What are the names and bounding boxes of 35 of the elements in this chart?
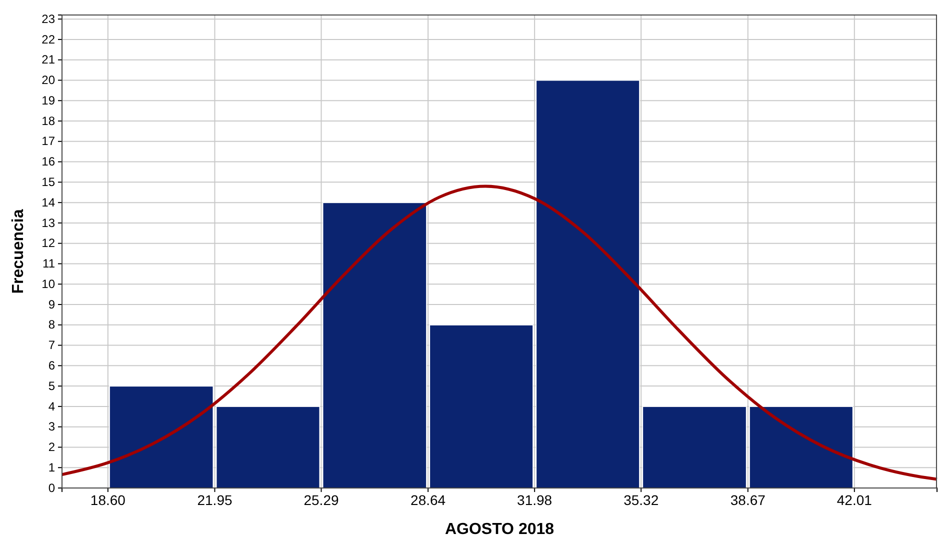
y-tick-label: 15 xyxy=(42,175,56,190)
y-axis-title: Frecuencia xyxy=(10,209,27,294)
y-tick-label: 18 xyxy=(42,114,56,128)
y-tick-label: 3 xyxy=(48,420,56,434)
y-tick-label: 22 xyxy=(42,32,56,46)
y-tick-label: 4 xyxy=(48,399,56,414)
line-series xyxy=(60,184,938,481)
y-tick-label: 0 xyxy=(48,480,56,495)
x-tick-label: 18.60 xyxy=(90,492,126,508)
x-axis-title: AGOSTO 2018 xyxy=(444,521,554,538)
x-tick-label: 31.98 xyxy=(517,492,552,508)
y-tick-label: 1 xyxy=(48,460,56,474)
y-tick-label: 5 xyxy=(48,378,56,393)
x-tick-label: 25.29 xyxy=(304,492,339,508)
y-tick-label: 23 xyxy=(42,12,56,26)
y-tick-label: 10 xyxy=(42,276,56,291)
y-tick-label: 19 xyxy=(42,93,56,108)
x-tick-label: 28.64 xyxy=(410,492,446,508)
x-tick-label: 42.01 xyxy=(836,492,872,508)
y-tick-label: 13 xyxy=(42,216,56,230)
x-tick-label: 38.67 xyxy=(730,492,766,508)
y-tick-label: 12 xyxy=(42,236,56,250)
y-tick-label: 16 xyxy=(42,154,56,169)
y-tick-label: 6 xyxy=(48,358,56,373)
y-tick-label: 11 xyxy=(42,256,56,271)
y-tick-label: 17 xyxy=(42,134,56,148)
y-tick-label: 8 xyxy=(48,318,56,332)
x-tick-label: 21.95 xyxy=(197,492,232,508)
y-tick-label: 21 xyxy=(42,52,56,67)
x-tick-label: 35.32 xyxy=(624,492,659,508)
y-tick-label: 9 xyxy=(48,297,56,312)
y-tick-label: 2 xyxy=(48,440,56,454)
y-tick-label: 14 xyxy=(42,195,56,210)
y-tick-label: 7 xyxy=(48,338,56,352)
y-tick-label: 20 xyxy=(42,73,56,88)
